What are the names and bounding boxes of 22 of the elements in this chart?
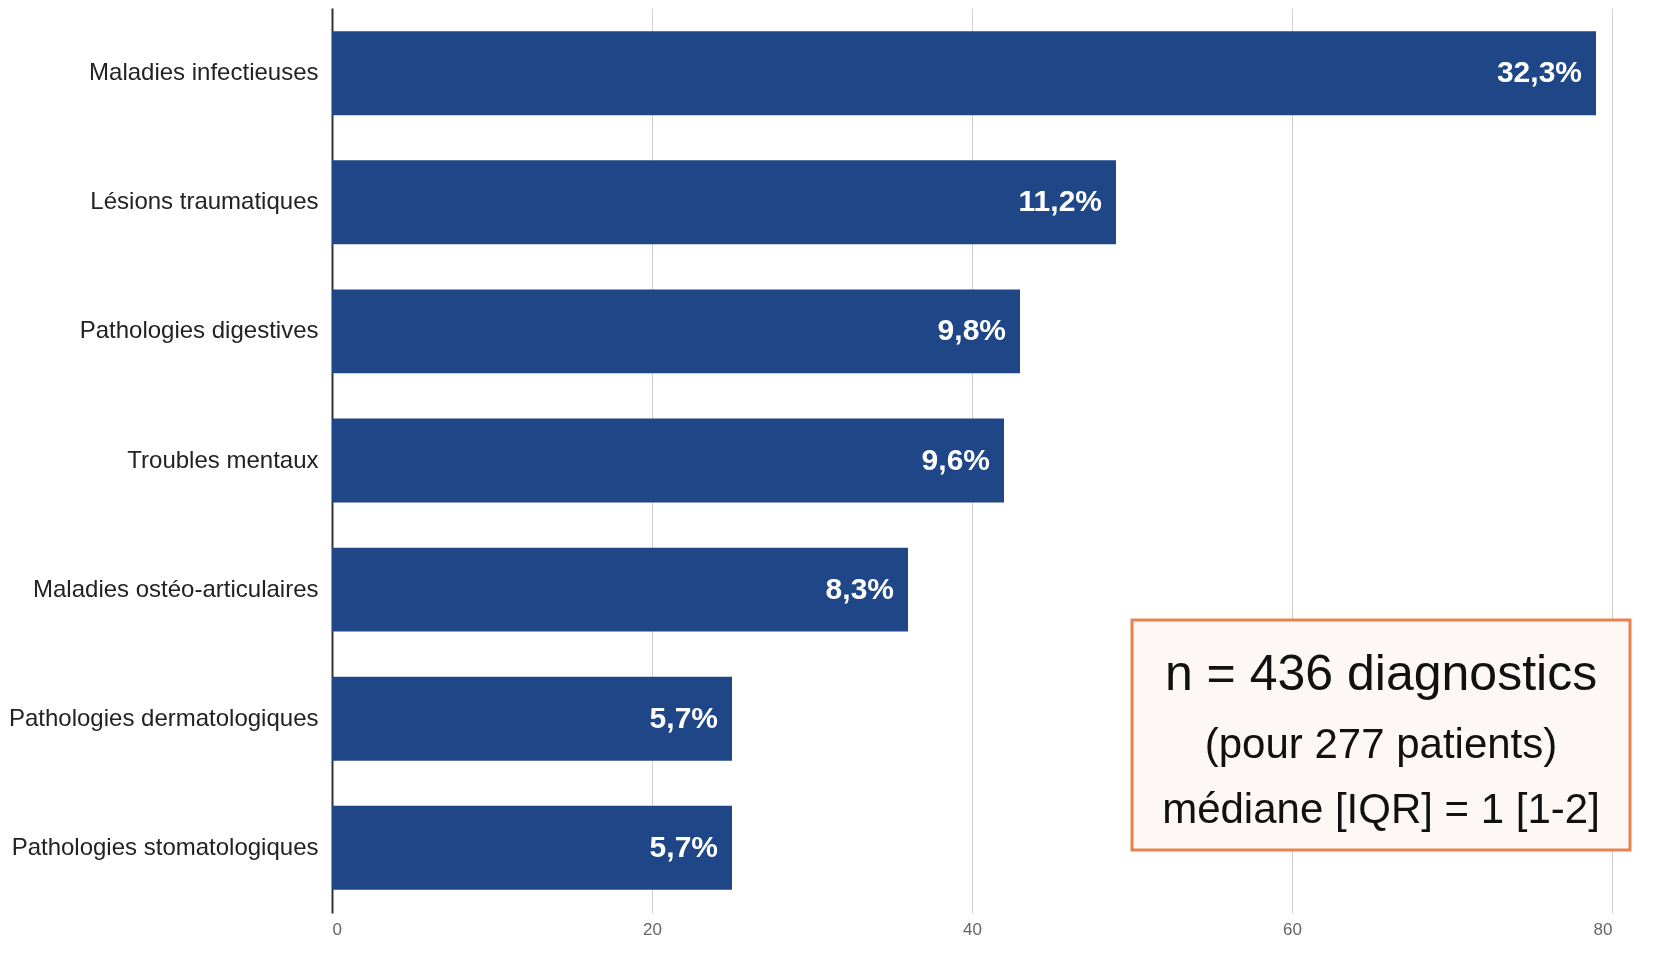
annotation: médiane [IQR] = 1 [1-2] — [1162, 785, 1600, 832]
annotation: 11,2% — [1018, 184, 1102, 218]
y-tick-label: Lésions traumatiques — [90, 187, 319, 215]
y-tick-label: Maladies infectieuses — [89, 58, 319, 86]
x-tick-label: 40 — [963, 919, 982, 939]
x-tick-label: 20 — [643, 919, 662, 939]
annotation: 32,3% — [1496, 55, 1582, 89]
y-tick-label: Pathologies dermatologiques — [8, 703, 319, 731]
annotation: n = 436 diagnostics — [1164, 645, 1598, 701]
x-tick-label: 80 — [1593, 919, 1613, 939]
y-tick-label: Pathologies stomatologiques — [11, 832, 319, 860]
annotation: 9,8% — [937, 313, 1006, 347]
annotation: 8,3% — [825, 571, 894, 605]
y-tick-label: Troubles mentaux — [127, 445, 319, 473]
annotation: 5,7% — [649, 700, 718, 734]
annotation: 9,6% — [921, 442, 990, 476]
x-tick-label: 0 — [332, 919, 342, 939]
y-tick-label: Maladies ostéo-articulaires — [33, 574, 319, 602]
annotation: (pour 277 patients) — [1204, 720, 1558, 767]
annotation: 5,7% — [649, 829, 718, 863]
x-tick-label: 60 — [1283, 919, 1302, 939]
y-tick-label: Pathologies digestives — [79, 316, 319, 344]
